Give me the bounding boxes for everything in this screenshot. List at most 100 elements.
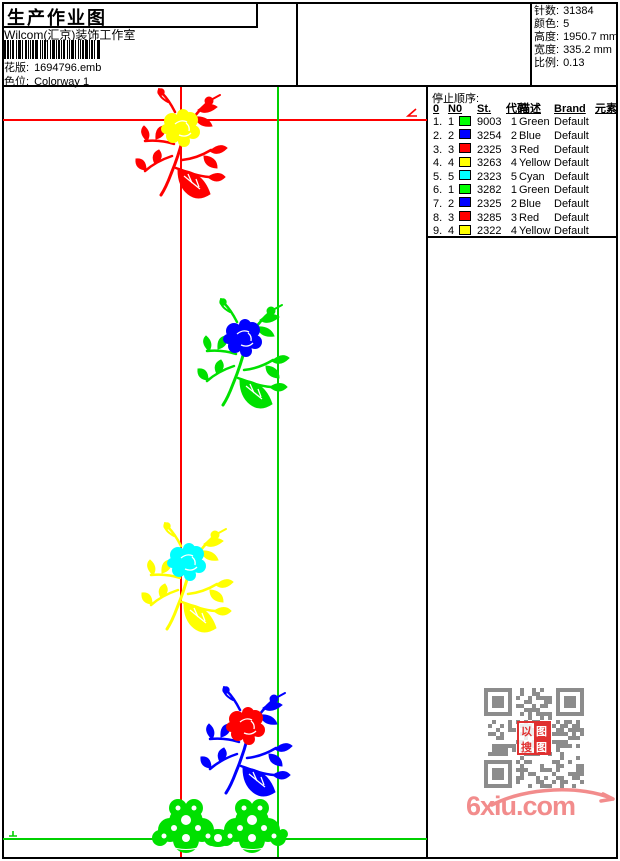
row-needle: 2: [448, 129, 455, 142]
row-code-number: 1: [510, 116, 517, 129]
qr-code: [482, 686, 586, 790]
stop-sequence-header: 0 N0 St. 代码 描述 Brand 元素: [429, 102, 618, 116]
row-swatch-cell: [459, 156, 477, 170]
column-header: N0: [448, 102, 463, 115]
row-brand: Default: [554, 184, 589, 197]
stamp-icon: 以图搜图: [517, 721, 551, 755]
column-header: St.: [477, 102, 492, 115]
row-seq: 8.: [433, 211, 443, 224]
row-needle: 3: [448, 143, 455, 156]
color-swatch: [459, 156, 471, 167]
colorway-label: 色位:: [4, 76, 30, 88]
lace-border-motif: [148, 794, 288, 858]
row-code-number: 5: [510, 170, 517, 183]
stat-label: 比例:: [534, 57, 560, 69]
stop-sequence-row: 1. 1 9003 1 Green Default: [429, 115, 618, 130]
row-seq: 1.: [433, 116, 443, 129]
stat-label: 宽度:: [534, 44, 560, 56]
row-brand: Default: [554, 170, 589, 183]
row-code: 9003: [477, 116, 502, 129]
flower-fourth: [200, 686, 293, 797]
stat-row: 颜色: 5: [534, 18, 618, 31]
row-swatch-cell: [459, 211, 477, 224]
row-description: Red: [519, 211, 540, 224]
row-needle: 4: [448, 225, 455, 238]
stat-row: 针数: 31384: [534, 5, 618, 18]
color-swatch: [459, 183, 471, 194]
row-code: 3254: [477, 129, 502, 142]
row-code-number: 2: [510, 197, 517, 210]
stat-value: 335.2 mm: [563, 44, 612, 56]
row-code: 3263: [477, 157, 502, 170]
colorway-value: Colorway 1: [34, 76, 90, 88]
start-marker-icon: [9, 831, 17, 837]
barcode: [3, 40, 100, 59]
row-description: Red: [519, 143, 540, 156]
stat-label: 高度:: [534, 31, 560, 43]
design-canvas: [3, 87, 427, 857]
end-marker-icon: [405, 108, 417, 117]
studio-name: Wilcom(汇京)装饰工作室: [4, 28, 136, 42]
row-seq: 5.: [433, 170, 443, 183]
stop-sequence-row: 5. 5 2323 5 Cyan Default: [429, 170, 618, 184]
row-seq: 2.: [433, 129, 443, 142]
stop-sequence-table: 0 N0 St. 代码 描述 Brand 元素 1. 1 9003 1 Green Default 2. 2…: [429, 102, 618, 238]
row-code: 2323: [477, 170, 502, 183]
flower-second: [197, 298, 290, 409]
stat-label: 颜色:: [534, 18, 560, 30]
stamp-character: 以: [521, 726, 532, 738]
stop-sequence-row: 2. 2 3254 2 Blue Default: [429, 129, 618, 143]
guide-line-horizontal-red: [3, 119, 427, 121]
watermark-site-text: 6xiu.com: [466, 791, 576, 821]
row-seq: 4.: [433, 157, 443, 170]
row-description: Green: [519, 184, 550, 197]
stat-label: 针数:: [534, 5, 560, 17]
row-swatch-cell: [459, 129, 477, 142]
stats-box: 针数: 31384 颜色: 5 高度: 1950.7 mm 宽度: 335.2 mm 比例: 0.…: [534, 5, 618, 70]
page-title: 生产作业图: [7, 8, 107, 28]
stop-sequence-row: 4. 4 3263 4 Yellow Default: [429, 156, 618, 170]
flower-third: [141, 522, 234, 633]
row-needle: 1: [448, 116, 455, 129]
row-swatch-cell: [459, 170, 477, 183]
color-swatch: [459, 224, 471, 235]
row-swatch-cell: [459, 197, 477, 210]
color-swatch: [459, 170, 471, 181]
guide-line-vertical-green: [277, 87, 279, 857]
row-brand: Default: [554, 116, 589, 129]
row-swatch-cell: [459, 143, 477, 156]
row-code-number: 2: [510, 129, 517, 142]
stat-row: 比例: 0.13: [534, 57, 618, 70]
row-needle: 5: [448, 170, 455, 183]
stop-sequence-row: 8. 3 3285 3 Red Default: [429, 211, 618, 225]
stamp-character: 图: [534, 739, 549, 755]
row-swatch-cell: [459, 224, 477, 238]
design-file-value: 1694796.emb: [34, 62, 102, 74]
stat-row: 宽度: 335.2 mm: [534, 44, 618, 57]
row-needle: 2: [448, 197, 455, 210]
design-file-line: 花版: 1694796.emb: [4, 59, 101, 75]
column-header: 元素: [595, 102, 617, 115]
color-swatch: [459, 197, 471, 208]
row-code-number: 1: [510, 184, 517, 197]
row-brand: Default: [554, 211, 589, 224]
stamp-character: 搜: [521, 742, 532, 754]
table-bottom-divider: [427, 236, 618, 238]
stop-sequence-row: 7. 2 2325 2 Blue Default: [429, 197, 618, 211]
row-brand: Default: [554, 225, 589, 238]
colorway-line: 色位: Colorway 1: [4, 73, 89, 89]
row-code-number: 4: [510, 157, 517, 170]
row-needle: 3: [448, 211, 455, 224]
column-header: 代码: [506, 102, 528, 115]
column-header: 0: [433, 102, 440, 115]
row-needle: 4: [448, 157, 455, 170]
row-description: Cyan: [519, 170, 545, 183]
row-code: 2325: [477, 143, 502, 156]
row-brand: Default: [554, 129, 589, 142]
header-vertical-divider: [296, 2, 298, 87]
row-description: Blue: [519, 129, 542, 142]
stats-box-border: [530, 2, 532, 87]
row-brand: Default: [554, 157, 589, 170]
row-code: 2325: [477, 197, 502, 210]
